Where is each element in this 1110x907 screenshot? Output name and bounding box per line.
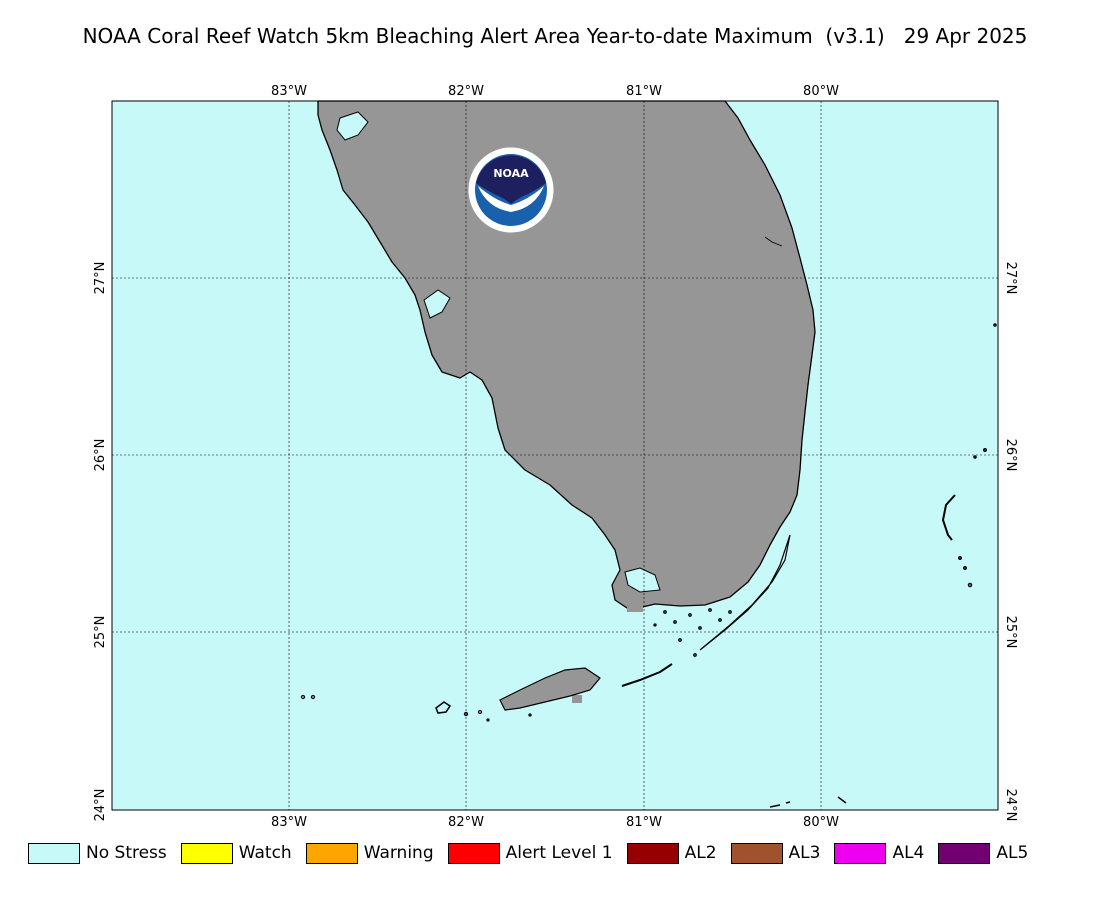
- lon-label-bottom: 81°W: [626, 815, 662, 830]
- florida-landmass: [317, 100, 816, 611]
- lat-label-left: 24°N: [93, 789, 108, 822]
- legend-label: Warning: [363, 843, 434, 863]
- legend-item-al4: AL4: [834, 842, 925, 864]
- legend-item-watch: Watch: [180, 842, 292, 864]
- map-title: NOAA Coral Reef Watch 5km Bleaching Aler…: [82, 24, 1028, 48]
- lower-keys: [499, 667, 601, 711]
- lon-label-bottom: 80°W: [803, 815, 839, 830]
- tampa-bay: [336, 111, 369, 141]
- lat-label-left: 25°N: [93, 616, 108, 649]
- legend-item-warning: Warning: [305, 842, 434, 864]
- lon-label-top: 82°W: [448, 84, 484, 99]
- legend-swatch: [447, 842, 500, 864]
- legend-item-al5: AL5: [938, 842, 1029, 864]
- charlotte-harbor: [423, 289, 451, 319]
- legend-label: AL2: [684, 843, 717, 863]
- lat-label-right: 25°N: [1003, 616, 1018, 649]
- lon-label-top: 80°W: [803, 84, 839, 99]
- legend-label: AL4: [892, 843, 925, 863]
- lat-label-left: 27°N: [93, 262, 108, 295]
- lat-label-right: 27°N: [1003, 262, 1018, 295]
- key-west: [435, 701, 452, 714]
- lake-okeechobee: [764, 236, 783, 247]
- lat-labels-right: 27°N 26°N 25°N 24°N: [1003, 262, 1018, 822]
- lat-labels-left: 27°N 26°N 25°N 24°N: [93, 262, 108, 822]
- noaa-logo: NOAA: [467, 146, 555, 234]
- lon-labels-bottom: 83°W 82°W 81°W 80°W: [271, 815, 839, 830]
- legend-swatch: [626, 842, 679, 864]
- legend: No Stress Watch Warning Alert Level 1 AL…: [28, 841, 1042, 865]
- map-frame: [111, 100, 999, 811]
- legend-item-no-stress: No Stress: [28, 842, 167, 864]
- lon-label-bottom: 83°W: [271, 815, 307, 830]
- lon-labels-top: 83°W 82°W 81°W 80°W: [271, 84, 839, 99]
- legend-item-al3: AL3: [730, 842, 821, 864]
- legend-label: AL3: [788, 843, 821, 863]
- legend-label: Alert Level 1: [505, 843, 613, 863]
- legend-label: No Stress: [86, 843, 167, 863]
- pixel-patch-2: [572, 695, 582, 703]
- legend-swatch: [180, 842, 233, 864]
- lat-label-right: 26°N: [1003, 439, 1018, 472]
- legend-swatch: [938, 842, 991, 864]
- pixel-patch-1: [627, 598, 643, 612]
- key-islets: [300, 608, 732, 722]
- florida-bay-mangroves: [624, 567, 661, 593]
- legend-item-al2: AL2: [626, 842, 717, 864]
- lon-label-top: 81°W: [626, 84, 662, 99]
- lat-label-left: 26°N: [93, 439, 108, 472]
- lat-label-right: 24°N: [1003, 789, 1018, 822]
- middle-keys: [621, 663, 673, 687]
- legend-label: Watch: [238, 843, 292, 863]
- bahamas-bimini: [941, 494, 956, 541]
- legend-swatch: [28, 842, 80, 864]
- bahamas-islets: [769, 323, 997, 808]
- legend-swatch: [305, 842, 358, 864]
- upper-keys: [699, 534, 791, 651]
- lon-label-top: 83°W: [271, 84, 307, 99]
- legend-label: AL5: [996, 843, 1029, 863]
- noaa-logo-text: NOAA: [493, 167, 529, 180]
- lon-label-bottom: 82°W: [448, 815, 484, 830]
- legend-item-alert-level-1: Alert Level 1: [447, 842, 613, 864]
- legend-swatch: [730, 842, 783, 864]
- legend-swatch: [834, 842, 887, 864]
